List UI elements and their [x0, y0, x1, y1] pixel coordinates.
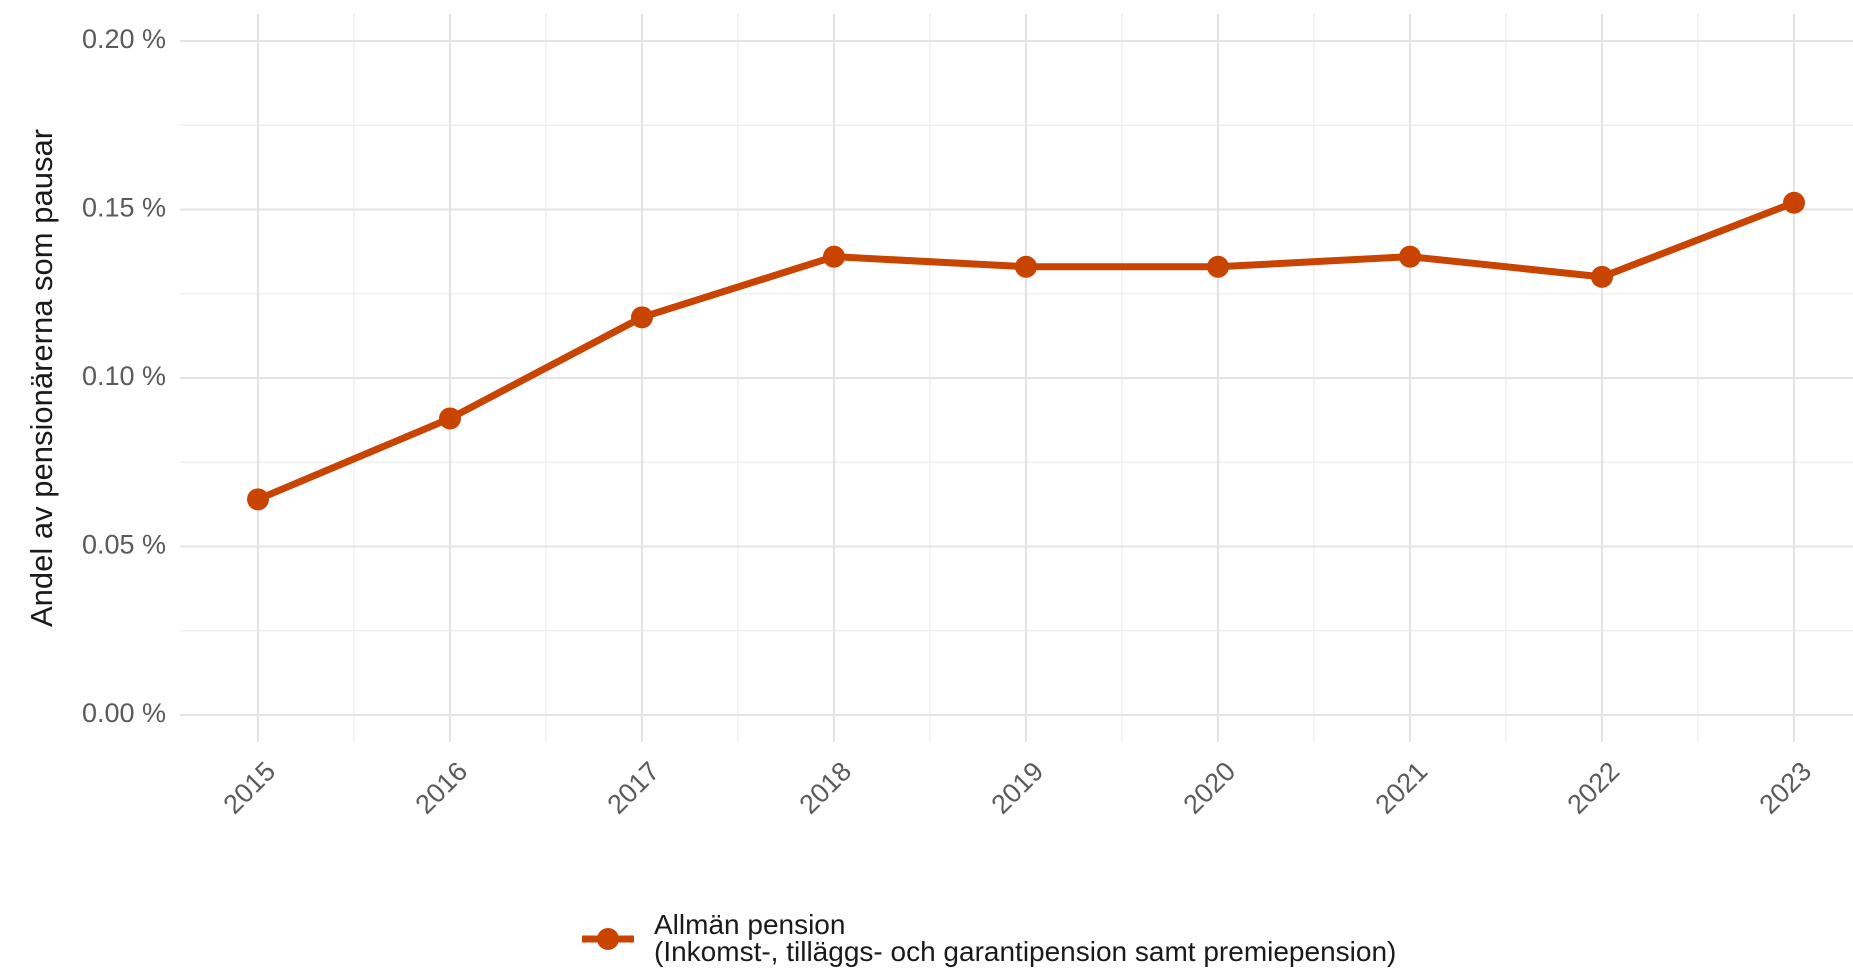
y-tick-label: 0.05 % [82, 530, 166, 560]
x-tick-label: 2017 [602, 756, 666, 820]
grid [180, 14, 1853, 742]
x-tick-label: 2015 [218, 756, 282, 820]
legend: Allmän pension (Inkomst-, tilläggs- och … [580, 909, 1397, 967]
x-tick-label: 2019 [986, 756, 1050, 820]
data-point [1591, 265, 1613, 288]
legend-marker [597, 927, 619, 950]
x-tick-label: 2023 [1754, 756, 1818, 820]
x-tick-label: 2022 [1562, 756, 1626, 820]
legend-label: Allmän pension (Inkomst-, tilläggs- och … [654, 909, 1397, 967]
legend-marker-box [582, 927, 634, 950]
y-axis-title: Andel av pensionärerna som pausar [24, 129, 59, 627]
data-point [631, 306, 653, 329]
data-point [823, 245, 845, 268]
data-point [1207, 255, 1229, 278]
y-tick-label: 0.15 % [82, 193, 166, 223]
chart: Andel av pensionärerna som pausar 0.00 %… [24, 14, 1853, 820]
y-tick-label: 0.20 % [82, 24, 166, 54]
y-tick-label: 0.10 % [82, 361, 166, 391]
data-point [1783, 191, 1805, 214]
y-tick-label: 0.00 % [82, 698, 166, 728]
data-point [439, 407, 461, 430]
data-point [247, 488, 269, 511]
data-point [1399, 245, 1421, 268]
x-tick-label: 2020 [1178, 756, 1242, 820]
x-tick-label: 2021 [1370, 756, 1434, 820]
x-tick-label: 2018 [794, 756, 858, 820]
x-tick-label: 2016 [410, 756, 474, 820]
data-point [1015, 255, 1037, 278]
